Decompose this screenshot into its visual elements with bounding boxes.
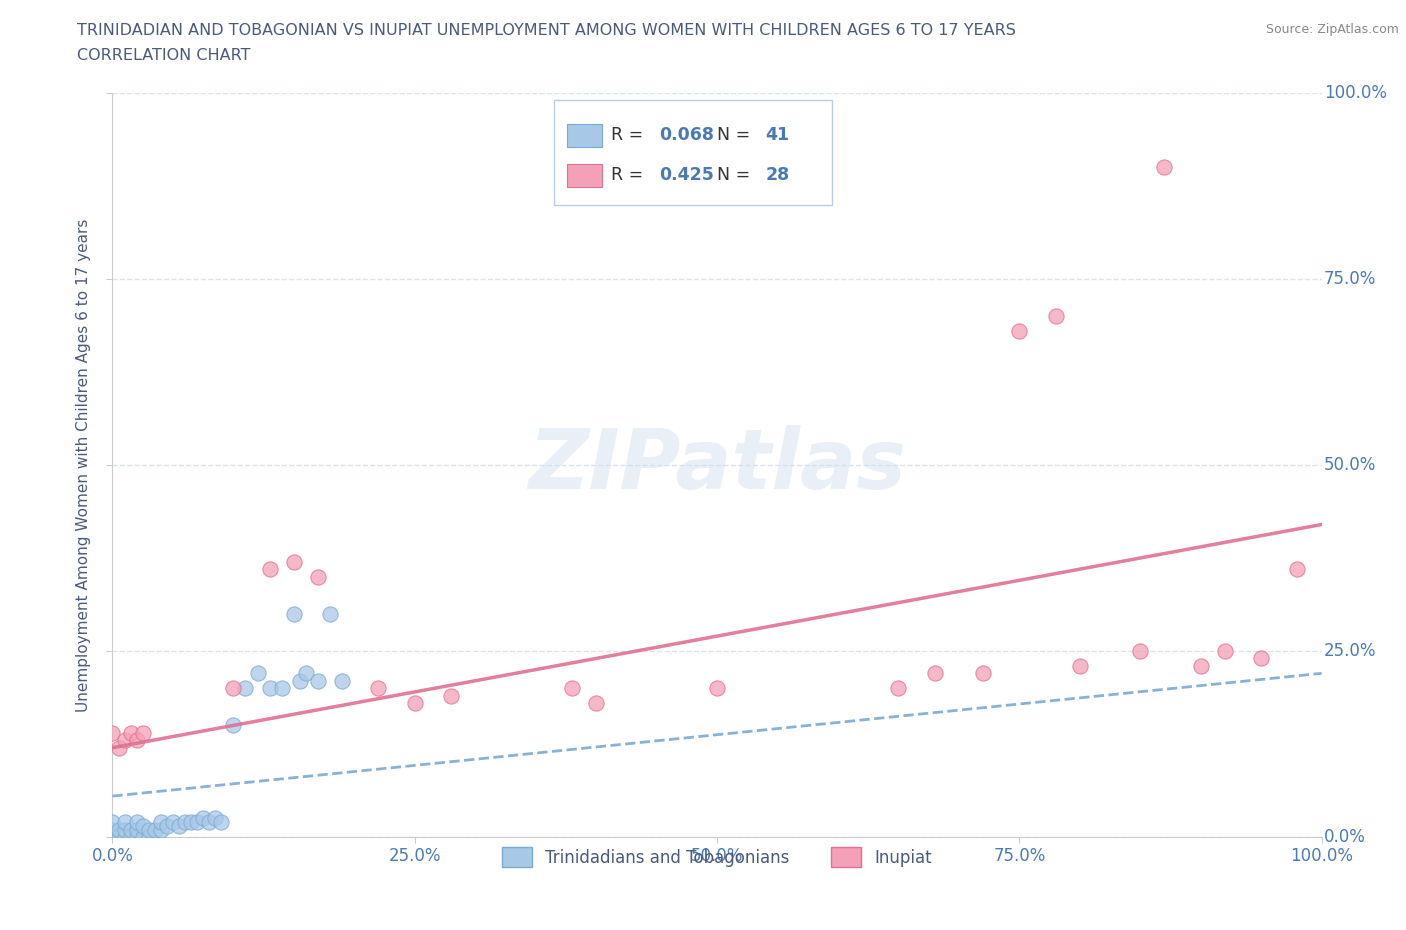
Point: [972, 666, 994, 681]
Point: [259, 681, 281, 696]
Text: CORRELATION CHART: CORRELATION CHART: [77, 48, 250, 63]
Point: [167, 818, 190, 833]
Text: N =: N =: [717, 126, 756, 143]
Point: [125, 822, 148, 837]
Point: [887, 681, 910, 696]
Point: [114, 822, 136, 837]
Text: R =: R =: [610, 126, 648, 143]
Point: [209, 815, 232, 830]
Point: [120, 830, 142, 844]
Point: [706, 681, 728, 696]
Text: 28: 28: [765, 166, 790, 184]
Point: [1189, 658, 1212, 673]
Legend: Trinidadians and Tobagonians, Inupiat: Trinidadians and Tobagonians, Inupiat: [495, 841, 939, 873]
Text: Source: ZipAtlas.com: Source: ZipAtlas.com: [1265, 23, 1399, 36]
Point: [107, 830, 129, 844]
Text: 75.0%: 75.0%: [1324, 270, 1376, 288]
Point: [1129, 644, 1152, 658]
Point: [283, 606, 305, 621]
Point: [307, 569, 329, 584]
Text: R =: R =: [610, 166, 648, 184]
Point: [180, 815, 202, 830]
Point: [156, 818, 179, 833]
Point: [101, 725, 124, 740]
Point: [132, 725, 155, 740]
Point: [138, 822, 160, 837]
Point: [101, 822, 124, 837]
Point: [191, 811, 214, 826]
Text: 50.0%: 50.0%: [1324, 456, 1376, 474]
Text: 100.0%: 100.0%: [1324, 84, 1388, 102]
Point: [1153, 160, 1175, 175]
Point: [143, 822, 166, 837]
Point: [107, 740, 129, 755]
Point: [138, 830, 160, 844]
FancyBboxPatch shape: [567, 164, 602, 188]
Point: [1286, 562, 1309, 577]
Text: N =: N =: [717, 166, 756, 184]
Point: [198, 815, 221, 830]
Point: [259, 562, 281, 577]
Point: [125, 733, 148, 748]
Point: [246, 666, 269, 681]
Point: [162, 815, 184, 830]
Text: 0.425: 0.425: [659, 166, 714, 184]
Point: [404, 696, 426, 711]
Text: TRINIDADIAN AND TOBAGONIAN VS INUPIAT UNEMPLOYMENT AMONG WOMEN WITH CHILDREN AGE: TRINIDADIAN AND TOBAGONIAN VS INUPIAT UN…: [77, 23, 1017, 38]
Point: [270, 681, 292, 696]
Point: [149, 822, 172, 837]
Text: 25.0%: 25.0%: [1324, 642, 1376, 660]
Point: [222, 681, 245, 696]
Point: [1213, 644, 1236, 658]
Text: 41: 41: [765, 126, 790, 143]
Point: [235, 681, 257, 696]
Point: [283, 554, 305, 569]
Point: [174, 815, 197, 830]
Point: [561, 681, 583, 696]
Point: [1045, 309, 1067, 324]
Point: [295, 666, 318, 681]
Point: [222, 718, 245, 733]
Point: [132, 830, 155, 844]
Point: [924, 666, 946, 681]
Y-axis label: Unemployment Among Women with Children Ages 6 to 17 years: Unemployment Among Women with Children A…: [76, 219, 91, 711]
Point: [120, 725, 142, 740]
Point: [132, 818, 155, 833]
Point: [107, 822, 129, 837]
Point: [1250, 651, 1272, 666]
Point: [330, 673, 353, 688]
Point: [114, 733, 136, 748]
Text: 0.068: 0.068: [659, 126, 714, 143]
Text: ZIPatlas: ZIPatlas: [529, 424, 905, 506]
Point: [101, 830, 124, 844]
Point: [440, 688, 463, 703]
Point: [367, 681, 389, 696]
Point: [125, 815, 148, 830]
Point: [114, 815, 136, 830]
Point: [125, 830, 148, 844]
Point: [319, 606, 342, 621]
Point: [101, 815, 124, 830]
Point: [307, 673, 329, 688]
Point: [186, 815, 208, 830]
Point: [1008, 324, 1031, 339]
Point: [149, 815, 172, 830]
Text: 0.0%: 0.0%: [1324, 828, 1367, 846]
Point: [288, 673, 311, 688]
Point: [114, 830, 136, 844]
Point: [120, 822, 142, 837]
Point: [585, 696, 607, 711]
FancyBboxPatch shape: [567, 124, 602, 147]
Point: [204, 811, 226, 826]
FancyBboxPatch shape: [554, 100, 832, 205]
Point: [1069, 658, 1091, 673]
